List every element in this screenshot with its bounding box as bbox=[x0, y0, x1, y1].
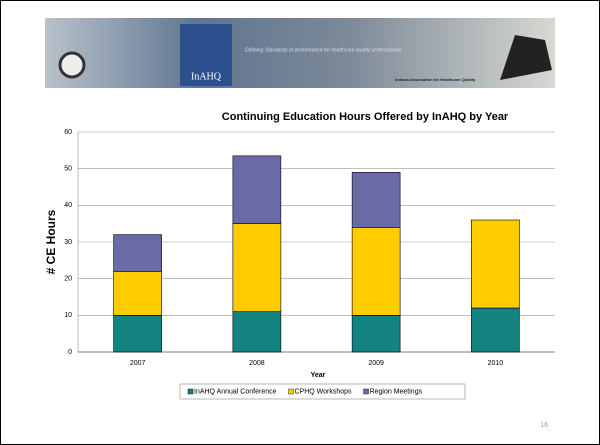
logo-text: InAHQ bbox=[191, 71, 222, 82]
bar-segment bbox=[232, 223, 282, 312]
legend-swatch bbox=[288, 388, 294, 395]
tagline: Defining Standards of performance for he… bbox=[245, 47, 402, 53]
bar-segment bbox=[351, 172, 401, 228]
y-tick-label: 30 bbox=[64, 239, 72, 246]
legend-label: CPHQ Workshops bbox=[295, 388, 353, 395]
y-tick-label: 60 bbox=[64, 129, 72, 136]
x-axis-label: Year bbox=[311, 372, 326, 379]
x-tick-label: 2009 bbox=[368, 360, 384, 367]
y-tick-label: 0 bbox=[68, 349, 72, 356]
bar-segment bbox=[471, 307, 520, 353]
y-tick-label: 20 bbox=[64, 276, 72, 283]
x-tick-label: 2008 bbox=[249, 360, 265, 367]
banner-figure bbox=[500, 35, 552, 80]
x-tick-label: 2010 bbox=[488, 360, 504, 367]
banner-emblem bbox=[58, 51, 86, 79]
page-number: 16 bbox=[540, 422, 548, 429]
x-tick-label: 2007 bbox=[130, 360, 146, 367]
bar-segment bbox=[471, 219, 520, 309]
bar-segment bbox=[113, 315, 162, 353]
legend-label: Region Meetings bbox=[370, 388, 423, 395]
legend-box bbox=[179, 383, 466, 400]
org-name: Indiana Association for Healthcare Quali… bbox=[395, 77, 476, 82]
bar-segment bbox=[113, 234, 162, 272]
banner: InAHQ Defining Standards of performance … bbox=[45, 18, 555, 88]
bar-segment bbox=[351, 315, 401, 353]
y-tick-label: 40 bbox=[64, 202, 72, 209]
y-tick-label: 10 bbox=[64, 312, 72, 319]
bar-segment bbox=[351, 227, 401, 316]
chart-title: Continuing Education Hours Offered by In… bbox=[222, 111, 509, 123]
banner-background bbox=[45, 18, 555, 88]
logo-box bbox=[180, 24, 232, 86]
bar-segment bbox=[232, 311, 282, 353]
legend-label: InAHQ Annual Conference bbox=[194, 388, 277, 395]
y-axis-label: # CE Hours bbox=[44, 209, 58, 274]
legend-swatch bbox=[363, 388, 369, 395]
y-tick-label: 50 bbox=[64, 166, 72, 173]
legend-swatch bbox=[187, 388, 194, 395]
bar-segment bbox=[113, 271, 162, 316]
bar-segment bbox=[232, 155, 282, 224]
